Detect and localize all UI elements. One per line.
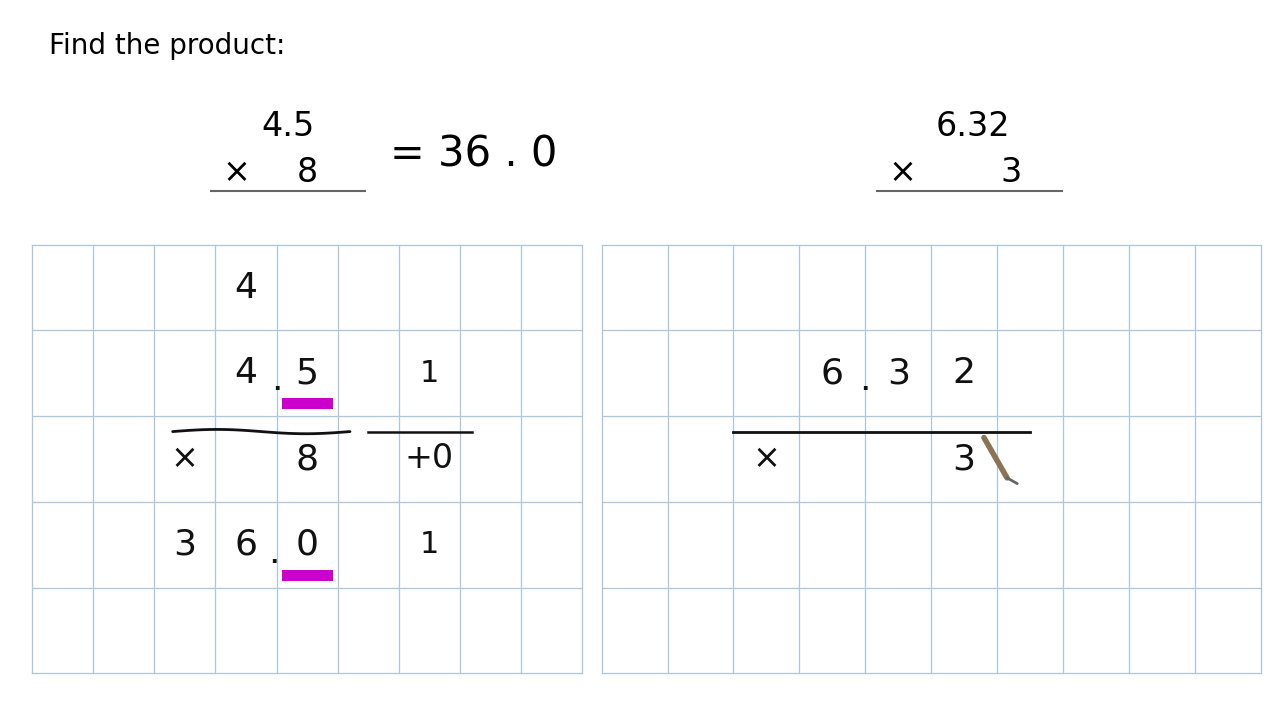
Bar	[602, 245, 1261, 673]
Text: 3: 3	[173, 528, 196, 562]
Bar	[282, 570, 333, 580]
Text: 8: 8	[297, 156, 317, 189]
Text: Find the product:: Find the product:	[49, 32, 285, 60]
Text: 8: 8	[296, 442, 319, 476]
Text: +0: +0	[404, 443, 454, 475]
Bar	[32, 245, 582, 673]
Text: ×: ×	[172, 443, 198, 475]
Bar	[282, 398, 333, 409]
Text: ×: ×	[223, 156, 251, 189]
Text: 1: 1	[420, 359, 439, 388]
Text: 5: 5	[296, 356, 319, 390]
Text: 6.32: 6.32	[936, 109, 1010, 143]
Text: .: .	[860, 363, 870, 397]
Text: 1: 1	[420, 530, 439, 559]
Text: 3: 3	[887, 356, 910, 390]
Text: 3: 3	[952, 442, 975, 476]
Text: 4: 4	[234, 271, 257, 305]
Text: ×: ×	[888, 156, 916, 189]
Text: 0: 0	[296, 528, 319, 562]
Text: 6: 6	[234, 528, 257, 562]
Text: 6: 6	[820, 356, 844, 390]
Text: 3: 3	[1001, 156, 1021, 189]
Text: ×: ×	[753, 443, 781, 475]
Text: 2: 2	[952, 356, 975, 390]
Text: 4: 4	[234, 356, 257, 390]
Text: 4.5: 4.5	[261, 109, 315, 143]
Text: = 36 . 0: = 36 . 0	[390, 134, 558, 176]
Text: .: .	[268, 536, 279, 570]
Text: .: .	[271, 363, 283, 397]
